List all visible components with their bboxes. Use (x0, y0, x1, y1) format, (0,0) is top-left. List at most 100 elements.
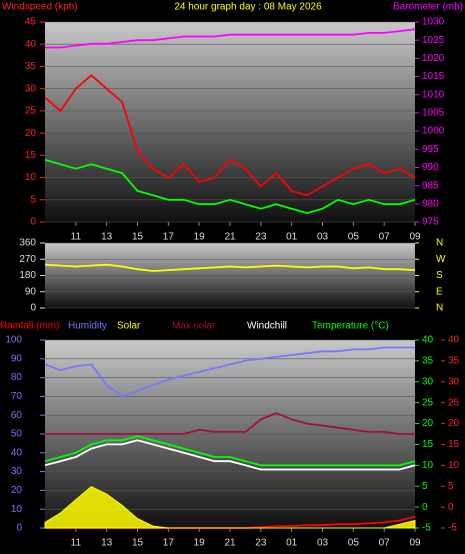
y-axis-label: Windspeed (kph) (2, 2, 78, 13)
y-tick-label: 20 (11, 485, 23, 496)
y-tick-label: 40 (25, 39, 37, 50)
y-tick-label: 0 (16, 523, 22, 534)
y2-tick-label: 1030 (422, 17, 445, 28)
plot-area (45, 22, 415, 222)
y-tick-label: 60 (11, 410, 23, 421)
y2-tick-label: 1005 (422, 108, 445, 119)
x-tick-label: 21 (224, 538, 236, 549)
y2-tick-label: 35 (422, 356, 434, 367)
y2-tick-label: 15 (422, 439, 434, 450)
y-tick-label: 90 (11, 353, 23, 364)
y2-tick-label: 10 (422, 460, 434, 471)
area (44, 486, 416, 529)
y-tick-label: 30 (25, 83, 37, 94)
y2-tick-label: 1010 (422, 89, 445, 100)
y2-tick-label: 35 (448, 356, 460, 367)
y2-tick-label: -5 (448, 523, 457, 534)
x-tick-label: 13 (101, 232, 113, 243)
x-tick-label: 09 (409, 232, 421, 243)
x-tick-label: 09 (409, 538, 421, 549)
series-line (45, 412, 415, 435)
x-tick-label: 13 (101, 538, 113, 549)
y-tick-label: 270 (19, 254, 36, 265)
y-tick-label: 0 (30, 303, 36, 314)
y2-tick-label: N (436, 303, 443, 314)
x-tick-label: 23 (255, 232, 267, 243)
x-tick-label: 05 (348, 538, 360, 549)
y2-tick-label: 25 (448, 397, 460, 408)
chart-title: 24 hour graph day : 08 May 2026 (174, 2, 322, 13)
x-tick-label: 15 (132, 232, 144, 243)
x-tick-label: 07 (379, 538, 391, 549)
x-tick-label: 19 (194, 538, 206, 549)
y2-tick-label: 0 (422, 502, 428, 513)
y-tick-label: 360 (19, 238, 36, 249)
y-tick-label: 80 (11, 372, 23, 383)
y-tick-label: 30 (11, 466, 23, 477)
legend-entry: Windchill (247, 321, 287, 332)
y-tick-label: 50 (11, 429, 23, 440)
x-tick-label: 07 (379, 232, 391, 243)
x-tick-label: 03 (317, 232, 329, 243)
y-tick-label: 10 (25, 172, 37, 183)
x-tick-label: 21 (224, 232, 236, 243)
x-tick-label: 23 (255, 538, 267, 549)
y2-tick-label: 40 (448, 335, 460, 346)
y-tick-label: 100 (5, 335, 22, 346)
x-tick-label: 11 (71, 232, 82, 243)
series-line (44, 435, 416, 467)
y2-tick-label: S (436, 270, 443, 281)
y2-tick-label: 1025 (422, 35, 445, 46)
y2-tick-label: -5 (422, 523, 431, 534)
y2-tick-label: W (436, 254, 446, 265)
y2-tick-label: 985 (422, 180, 439, 191)
y2-tick-label: 30 (448, 376, 460, 387)
y-tick-label: 20 (25, 128, 37, 139)
y-tick-label: 180 (19, 270, 36, 281)
y-tick-label: 25 (25, 106, 37, 117)
legend-entry: Temperature (°C) (312, 321, 389, 332)
y-tick-label: 90 (25, 286, 37, 297)
y-tick-label: 10 (11, 504, 23, 515)
y2-tick-label: 10 (448, 460, 460, 471)
x-tick-label: 03 (317, 538, 329, 549)
series-line (44, 346, 415, 398)
series-line (44, 74, 416, 197)
y2-tick-label: 1015 (422, 71, 445, 82)
y2-tick-label: 980 (422, 198, 439, 209)
series-line (44, 158, 416, 215)
legend-entry: Solar (117, 321, 141, 332)
y2-tick-label: 1020 (422, 53, 445, 64)
y2-tick-label: 30 (422, 376, 434, 387)
x-tick-label: 15 (132, 538, 144, 549)
x-tick-label: 01 (286, 232, 298, 243)
x-tick-label: 17 (163, 232, 175, 243)
legend-entry: Rainfall (mm) (0, 321, 59, 332)
y2-tick-label: 40 (422, 335, 434, 346)
y-tick-label: 35 (25, 61, 37, 72)
y2-tick-label: 20 (422, 418, 434, 429)
y-tick-label: 70 (11, 391, 23, 402)
y-tick-label: 40 (11, 447, 23, 458)
series-line (45, 28, 416, 49)
y2-tick-label: 25 (422, 397, 434, 408)
y-tick-label: 45 (25, 17, 37, 28)
y-tick-label: 5 (30, 194, 36, 205)
legend-entry: Humidity (68, 321, 107, 332)
y2-tick-label: 1000 (422, 126, 445, 137)
y2-tick-label: 990 (422, 162, 439, 173)
x-tick-label: 05 (348, 232, 360, 243)
y2-tick-label: 5 (448, 481, 454, 492)
y2-tick-label: 20 (448, 418, 460, 429)
y2-tick-label: 5 (422, 481, 428, 492)
y-tick-label: 0 (30, 217, 36, 228)
y2-axis-label: Barometer (mb) (393, 2, 463, 13)
legend-entry: Max solar (172, 321, 216, 332)
y2-tick-label: 995 (422, 144, 439, 155)
y2-tick-label: 0 (448, 502, 454, 513)
x-tick-label: 17 (163, 538, 175, 549)
series-line (44, 439, 416, 471)
y-tick-label: 15 (25, 150, 37, 161)
series-line (44, 263, 416, 272)
